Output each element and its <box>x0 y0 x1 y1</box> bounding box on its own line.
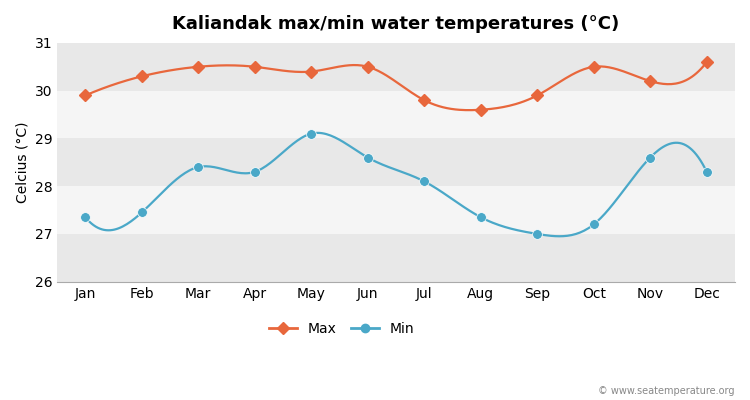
Legend: Max, Min: Max, Min <box>264 316 420 342</box>
Bar <box>57 138 735 186</box>
Title: Kaliandak max/min water temperatures (°C): Kaliandak max/min water temperatures (°C… <box>172 15 620 33</box>
Bar <box>57 234 735 282</box>
Y-axis label: Celcius (°C): Celcius (°C) <box>15 122 29 203</box>
Bar <box>57 186 735 234</box>
Text: © www.seatemperature.org: © www.seatemperature.org <box>598 386 735 396</box>
Bar <box>57 91 735 138</box>
Bar <box>57 43 735 91</box>
